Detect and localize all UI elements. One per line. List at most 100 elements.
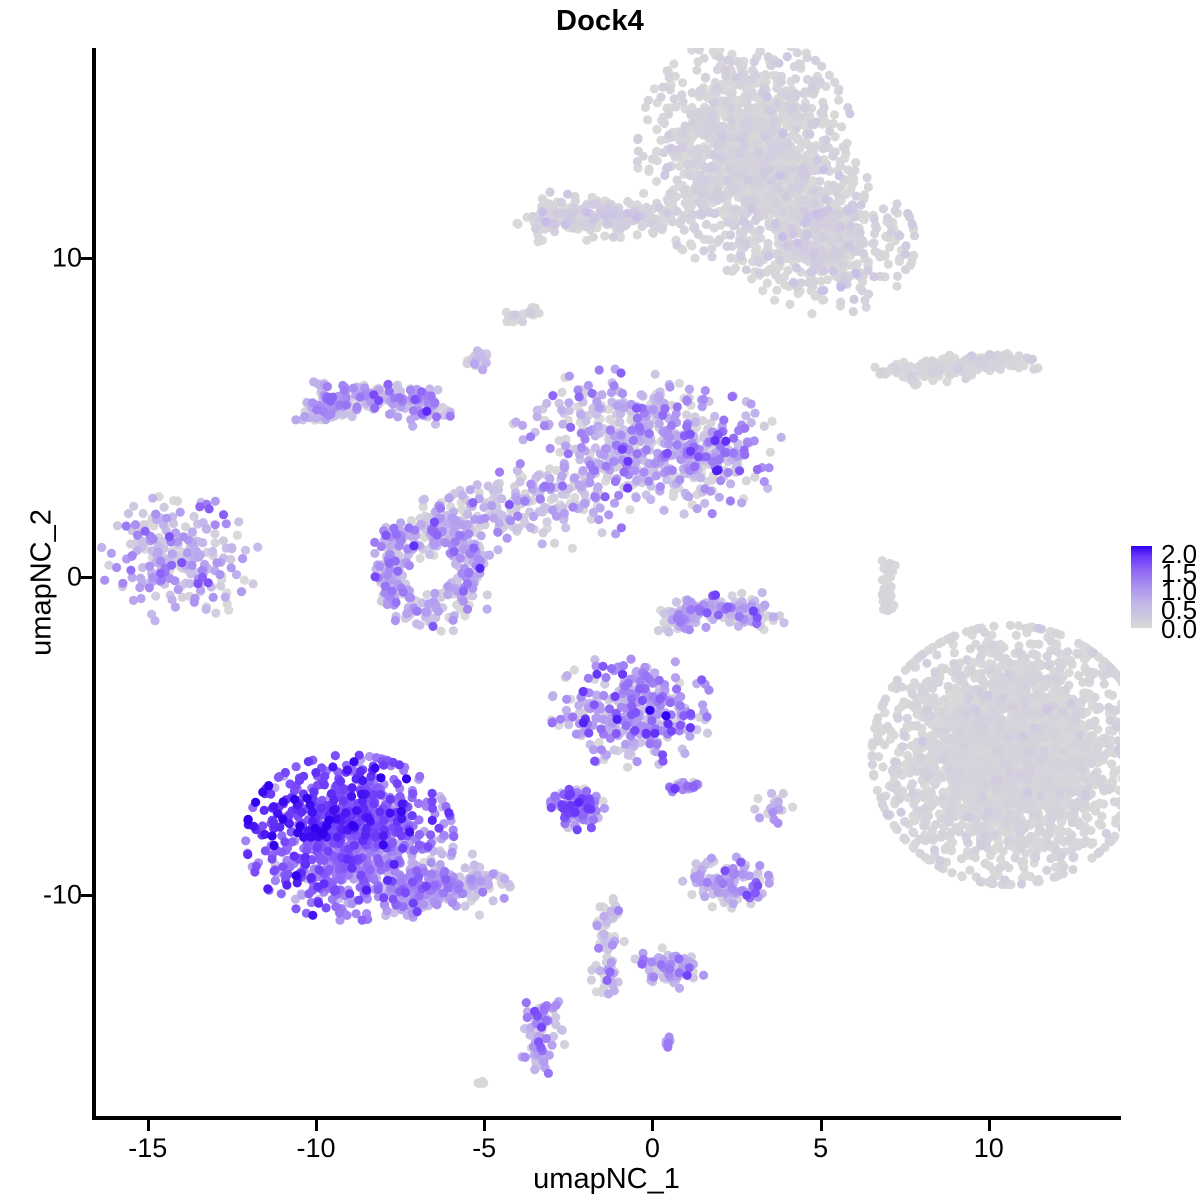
scatter-point bbox=[792, 48, 802, 58]
scatter-point bbox=[1011, 815, 1021, 825]
scatter-point bbox=[637, 221, 647, 232]
scatter-point bbox=[927, 719, 937, 730]
scatter-point bbox=[915, 848, 925, 859]
scatter-point bbox=[982, 763, 992, 773]
scatter-point bbox=[867, 759, 878, 770]
scatter-point bbox=[763, 203, 773, 213]
page-title: Dock4 bbox=[555, 5, 645, 37]
scatter-point bbox=[672, 175, 682, 185]
scatter-point bbox=[651, 147, 661, 157]
scatter-point bbox=[910, 763, 920, 773]
scatter-point bbox=[1031, 853, 1041, 863]
scatter-point bbox=[930, 667, 940, 677]
scatter-point bbox=[726, 253, 736, 263]
scatter-point bbox=[619, 936, 629, 947]
scatter-point bbox=[877, 556, 887, 566]
scatter-point bbox=[882, 722, 893, 732]
scatter-point bbox=[662, 66, 673, 76]
scatter-point bbox=[1016, 843, 1026, 853]
scatter-point bbox=[763, 52, 773, 62]
scatter-point bbox=[967, 667, 977, 677]
scatter-point bbox=[931, 820, 941, 830]
scatter-point bbox=[980, 858, 990, 869]
scatter-point bbox=[741, 476, 752, 486]
scatter-point bbox=[765, 447, 775, 457]
scatter-point bbox=[890, 206, 900, 216]
scatter-point bbox=[917, 685, 928, 695]
scatter-point bbox=[598, 796, 608, 806]
scatter-point bbox=[1068, 853, 1078, 863]
scatter-point bbox=[172, 496, 183, 506]
scatter-point bbox=[707, 244, 717, 254]
scatter-point bbox=[512, 218, 522, 228]
plot-panel bbox=[94, 48, 1120, 1118]
scatter-points-layer bbox=[97, 48, 1120, 1088]
scatter-point bbox=[642, 115, 653, 125]
scatter-point bbox=[1099, 679, 1109, 689]
scatter-point bbox=[881, 599, 891, 609]
scatter-point bbox=[948, 802, 958, 812]
scatter-point bbox=[807, 309, 817, 319]
scatter-point bbox=[1067, 817, 1077, 828]
scatter-point bbox=[850, 166, 860, 176]
scatter-point bbox=[902, 713, 912, 724]
scatter-point bbox=[1050, 872, 1060, 882]
scatter-point bbox=[652, 176, 662, 186]
scatter-point bbox=[687, 241, 697, 251]
scatter-point bbox=[1008, 743, 1018, 753]
scatter-point bbox=[877, 367, 887, 377]
scatter-point bbox=[834, 95, 844, 105]
scatter-point bbox=[1069, 739, 1080, 750]
scatter-point bbox=[656, 135, 666, 145]
scatter-point bbox=[693, 144, 703, 154]
scatter-point bbox=[851, 158, 861, 168]
scatter-point bbox=[1061, 776, 1071, 786]
scatter-point bbox=[916, 752, 926, 762]
scatter-point bbox=[550, 538, 560, 548]
scatter-point bbox=[1014, 621, 1024, 631]
scatter-point bbox=[1004, 863, 1014, 873]
scatter-point bbox=[950, 793, 960, 803]
scatter-point bbox=[957, 871, 967, 881]
scatter-point bbox=[1093, 724, 1103, 735]
scatter-point bbox=[907, 779, 917, 789]
scatter-point bbox=[911, 700, 921, 710]
scatter-point bbox=[625, 505, 635, 515]
scatter-point bbox=[947, 868, 957, 878]
scatter-point bbox=[989, 621, 999, 631]
scatter-point bbox=[772, 285, 782, 295]
scatter-point bbox=[965, 644, 976, 654]
scatter-point bbox=[890, 362, 900, 372]
scatter-point bbox=[994, 838, 1004, 849]
scatter-point bbox=[679, 225, 689, 235]
scatter-point bbox=[647, 154, 657, 164]
scatter-point bbox=[874, 752, 884, 762]
scatter-point bbox=[984, 737, 994, 747]
scatter-point bbox=[872, 736, 882, 747]
scatter-point bbox=[963, 786, 974, 796]
scatter-point bbox=[557, 387, 567, 397]
scatter-point bbox=[945, 350, 955, 360]
scatter-point bbox=[632, 230, 642, 240]
scatter-point bbox=[927, 746, 937, 756]
scatter-point bbox=[1001, 800, 1012, 810]
scatter-point bbox=[953, 668, 963, 678]
scatter-point bbox=[879, 697, 889, 708]
scatter-point bbox=[815, 176, 825, 186]
scatter-point bbox=[743, 92, 753, 102]
scatter-point bbox=[962, 655, 972, 665]
scatter-point bbox=[984, 714, 994, 724]
scatter-point bbox=[949, 648, 960, 658]
scatter-point bbox=[678, 78, 688, 88]
scatter-point bbox=[797, 138, 807, 149]
scatter-point bbox=[701, 219, 712, 230]
scatter-point bbox=[877, 589, 887, 600]
scatter-point bbox=[569, 665, 579, 675]
scatter-point bbox=[984, 751, 994, 762]
scatter-point bbox=[975, 652, 986, 662]
scatter-point bbox=[1028, 809, 1038, 819]
scatter-point bbox=[863, 289, 874, 299]
scatter-point bbox=[869, 228, 880, 239]
scatter-point bbox=[762, 278, 772, 288]
